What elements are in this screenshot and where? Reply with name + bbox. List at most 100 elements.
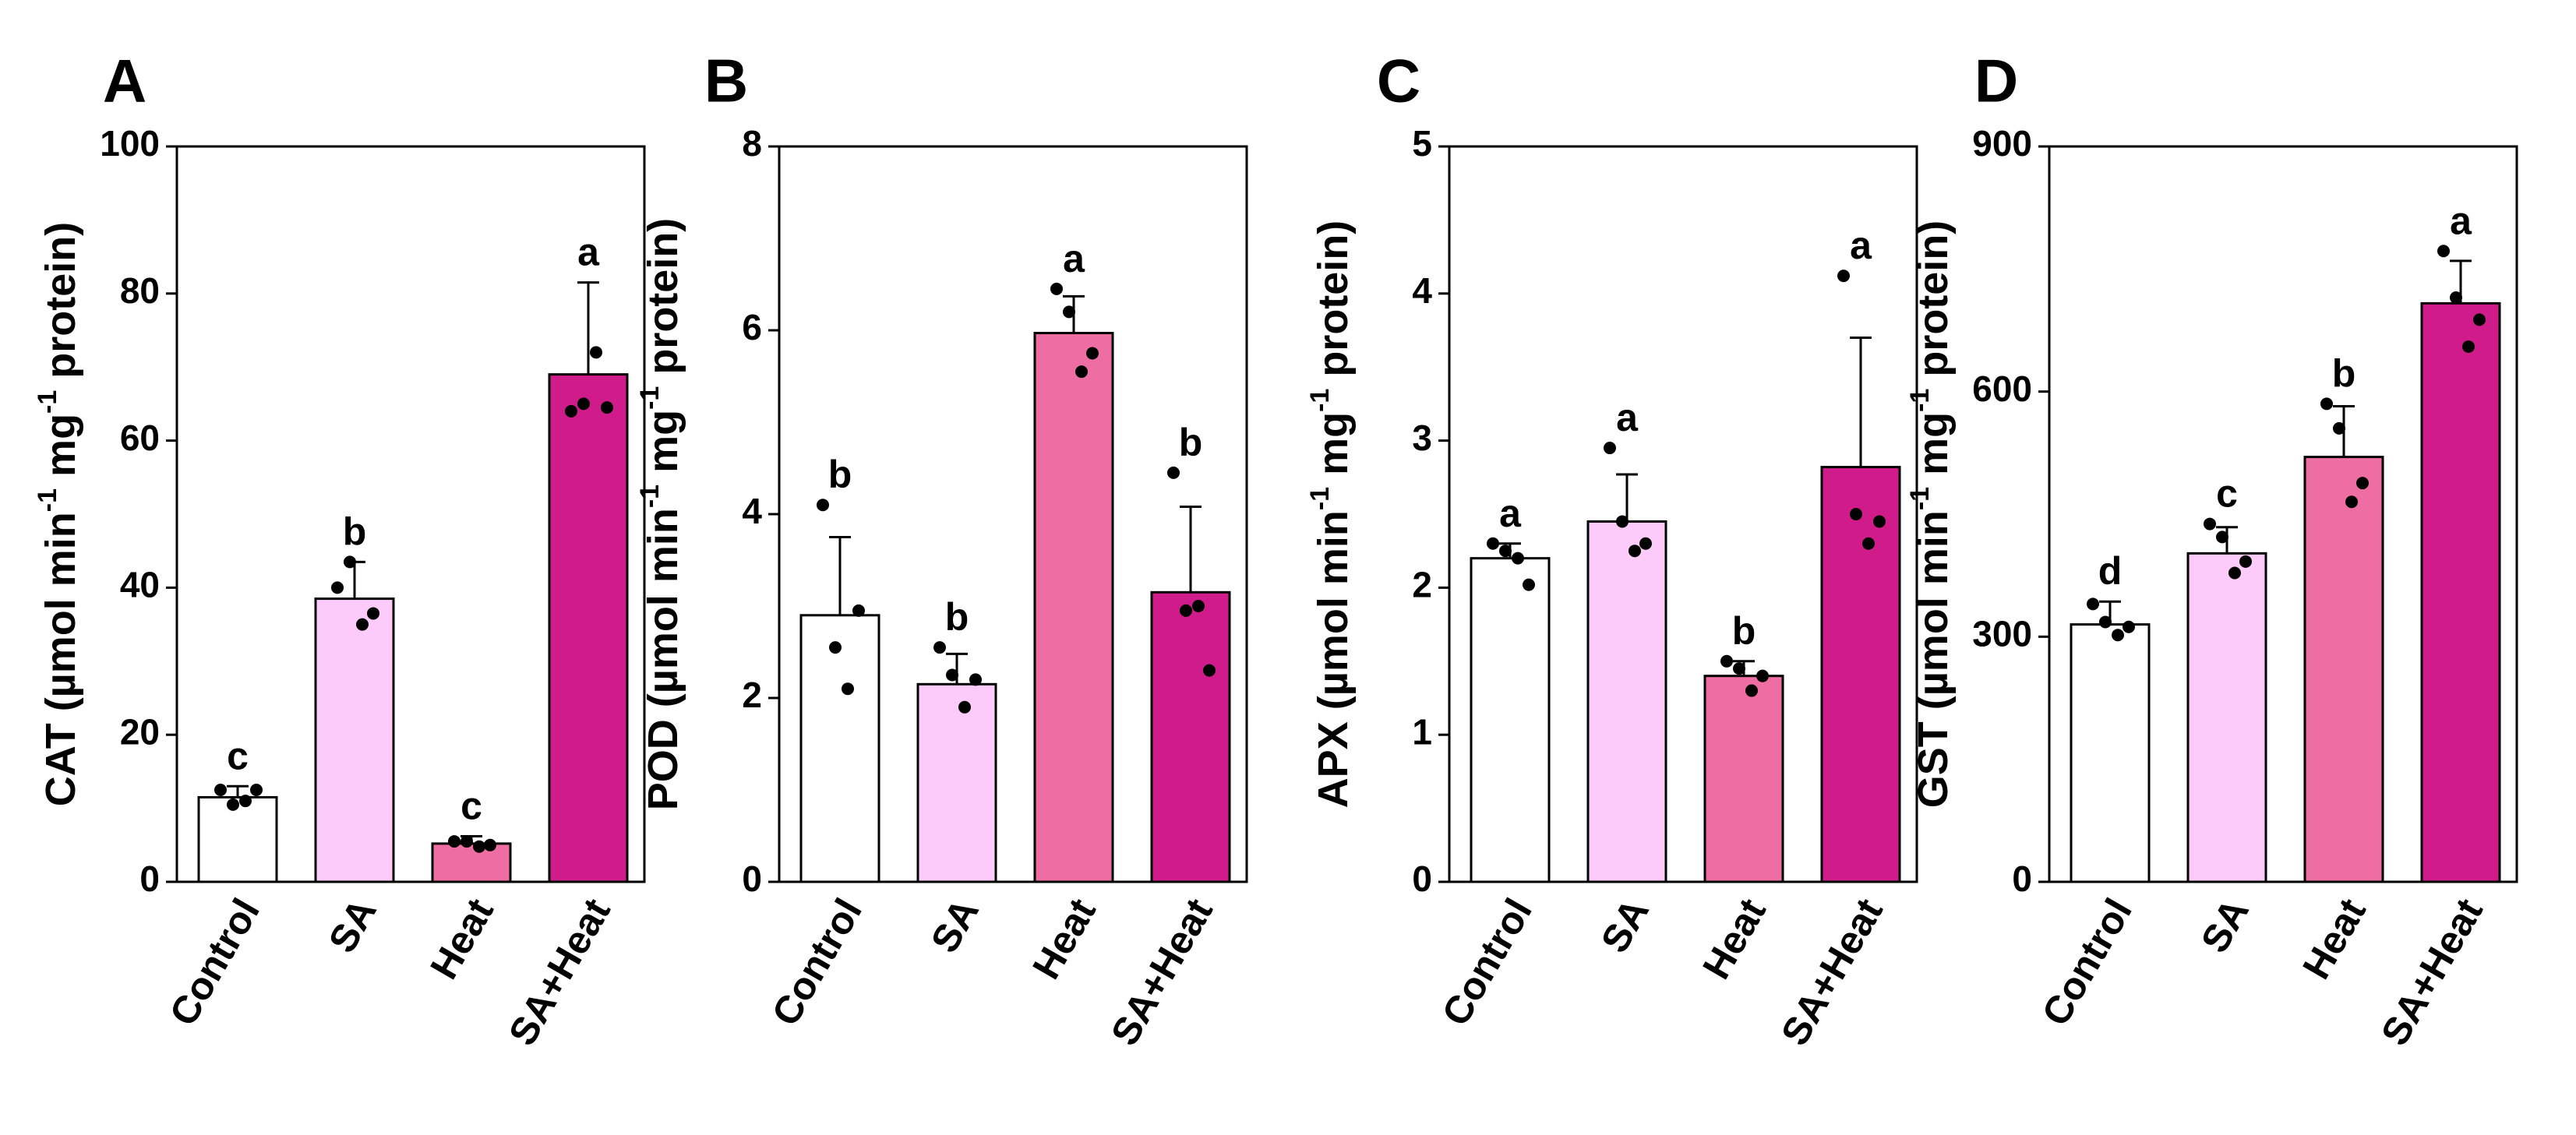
data-point: [1873, 515, 1886, 528]
significance-letter: b: [2332, 351, 2356, 395]
significance-letter: a: [1850, 224, 1872, 267]
data-point: [227, 798, 239, 811]
data-point: [1629, 545, 1641, 558]
y-axis-title-superscript: -1: [33, 390, 62, 414]
data-point: [1837, 270, 1850, 283]
significance-letter: a: [2450, 199, 2472, 242]
y-axis-title-superscript: -1: [1305, 487, 1335, 510]
y-tick-label: 2: [1412, 565, 1432, 605]
x-category-label: SA: [320, 891, 385, 960]
significance-letter: a: [1616, 396, 1639, 439]
y-tick-label: 0: [2012, 858, 2032, 899]
significance-letter: b: [828, 453, 852, 496]
data-point: [2228, 566, 2241, 580]
y-axis-title-part: POD (µmol min: [640, 508, 686, 810]
x-category-label: Control: [1434, 891, 1540, 1033]
y-tick-label: 100: [100, 123, 160, 164]
significance-letter: a: [577, 231, 600, 274]
bar-heat: [431, 842, 512, 883]
y-tick-label: 0: [139, 858, 160, 899]
y-tick-label: 4: [742, 491, 762, 531]
panel-letter: B: [704, 47, 748, 115]
y-tick-label: 0: [742, 858, 762, 899]
x-category-label: Control: [764, 891, 870, 1033]
y-tick-label: 900: [1972, 123, 2032, 164]
y-tick-label: 8: [742, 123, 762, 164]
bar-control: [799, 614, 880, 883]
data-point: [2216, 530, 2228, 544]
x-category-label: SA+Heat: [500, 891, 619, 1053]
plot-frame: [175, 145, 646, 883]
y-tick-label: 3: [1412, 418, 1432, 458]
x-category-label: SA: [2193, 891, 2257, 960]
significance-letter: b: [945, 595, 969, 639]
data-point: [852, 604, 865, 617]
data-point: [946, 668, 958, 682]
significance-letter: b: [343, 509, 367, 553]
y-axis-title-part: mg: [640, 410, 686, 485]
y-tick-label: 40: [120, 565, 160, 605]
data-point: [1192, 600, 1205, 612]
data-point: [1512, 552, 1524, 565]
data-point: [577, 397, 590, 411]
y-axis-title-superscript: -1: [1905, 487, 1935, 510]
data-point: [448, 835, 461, 848]
data-point: [958, 700, 971, 714]
data-point: [829, 641, 842, 654]
chart-panel-B: B POD (µmol min-1 mg-1 protein) 0 2 4 6 8 b Cont…: [635, 47, 1248, 1052]
x-category-label: SA+Heat: [1773, 891, 1891, 1053]
data-point: [1050, 282, 1063, 295]
y-tick-label: 300: [1972, 613, 2032, 654]
bar-control: [2070, 623, 2151, 883]
data-point: [250, 784, 263, 796]
data-point: [484, 838, 496, 851]
y-axis-title-part: protein): [37, 222, 84, 390]
data-point: [367, 607, 379, 620]
data-point: [2356, 477, 2369, 490]
y-tick-label: 5: [1412, 123, 1432, 164]
y-axis-title: GST (µmol min-1 mg-1 protein): [1905, 220, 1957, 809]
data-point: [601, 401, 613, 414]
data-point: [2450, 291, 2462, 305]
data-point: [1604, 442, 1616, 455]
significance-letter: a: [1063, 237, 1085, 280]
data-point: [356, 618, 369, 631]
bar-heat: [1033, 332, 1114, 883]
significance-letter: c: [227, 734, 249, 777]
y-axis-title: APX (µmol min-1 mg-1 protein): [1305, 220, 1357, 809]
significance-letter: a: [1499, 492, 1522, 535]
bar-heat: [2303, 456, 2384, 883]
plot-frame: [1448, 145, 1918, 883]
data-point: [2462, 340, 2475, 353]
y-axis-title: POD (µmol min-1 mg-1 protein): [635, 218, 686, 811]
x-category-label: Control: [2034, 891, 2140, 1033]
data-point: [1523, 578, 1535, 591]
bar-sa-heat: [1820, 466, 1901, 883]
data-point: [1499, 545, 1512, 558]
data-point: [1745, 684, 1758, 697]
data-point: [2345, 495, 2358, 509]
y-axis-title-superscript: -1: [1905, 389, 1935, 412]
significance-letter: d: [2098, 549, 2123, 593]
data-point: [969, 673, 982, 686]
data-point: [214, 784, 227, 796]
x-category-label: SA+Heat: [2373, 891, 2491, 1053]
y-tick-label: 60: [120, 418, 160, 458]
y-axis-title-part: protein): [640, 218, 686, 386]
bar-control: [197, 795, 278, 883]
data-point: [239, 795, 252, 808]
data-point: [1167, 466, 1180, 479]
y-tick-label: 6: [742, 307, 762, 347]
data-point: [565, 404, 577, 418]
y-tick-label: 2: [742, 675, 762, 715]
data-point: [2087, 597, 2099, 611]
y-tick-label: 0: [1412, 858, 1432, 899]
y-axis-title-part: APX (µmol min: [1310, 510, 1357, 808]
y-axis-title-part: mg: [1910, 412, 1957, 487]
significance-letter: b: [1732, 609, 1756, 653]
data-point: [1203, 664, 1216, 677]
